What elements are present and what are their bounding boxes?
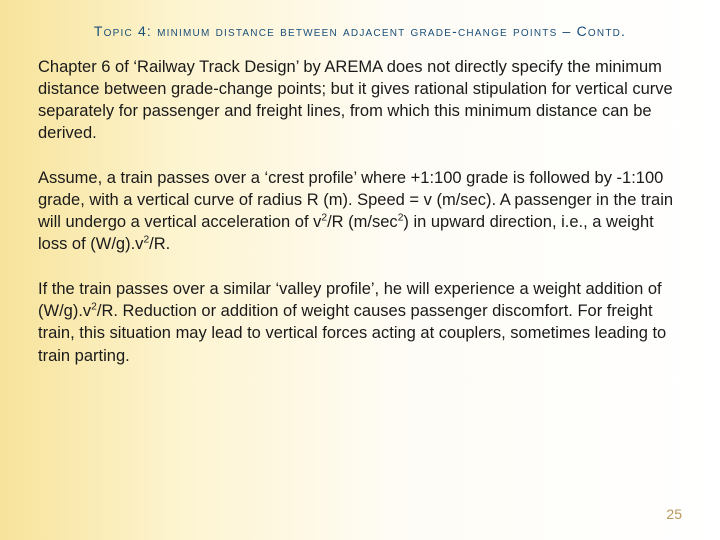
p3-text-b: /R. Reduction or addition of weight caus… [38,302,666,365]
slide-title: Topic 4: minimum distance between adjace… [38,22,682,42]
slide: Topic 4: minimum distance between adjace… [0,0,720,540]
paragraph-3: If the train passes over a similar ‘vall… [38,278,682,367]
paragraph-2: Assume, a train passes over a ‘crest pro… [38,167,682,256]
p2-text-b: /R (m/sec [327,213,398,231]
p2-text-d: /R. [149,235,170,253]
page-number: 25 [666,506,682,522]
paragraph-1: Chapter 6 of ‘Railway Track Design’ by A… [38,56,682,145]
